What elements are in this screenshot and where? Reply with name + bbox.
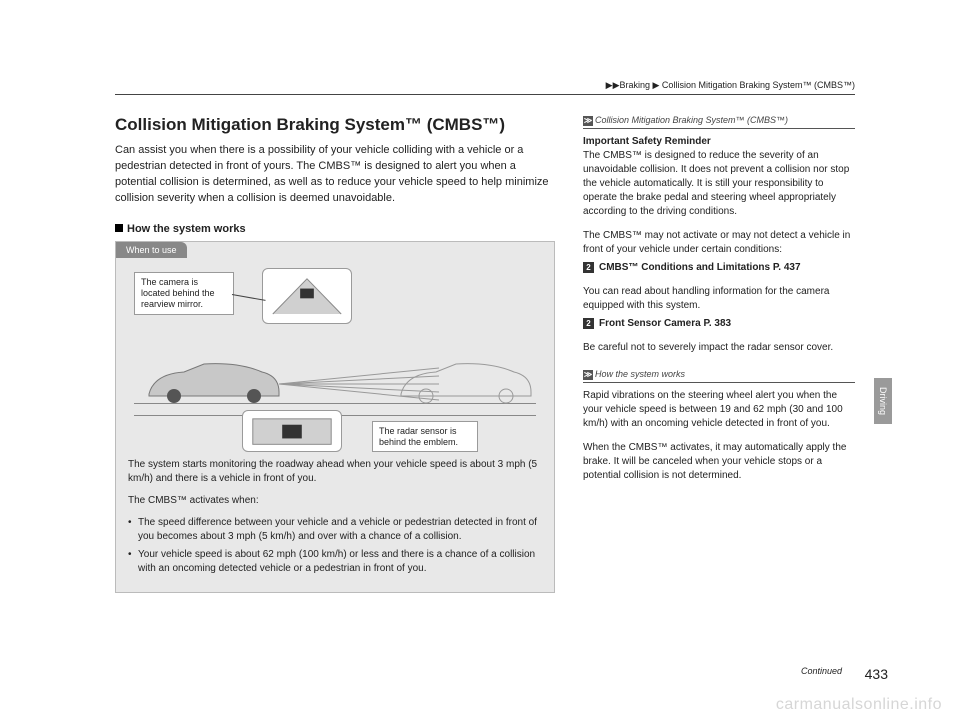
important-reminder-label: Important Safety Reminder (583, 136, 711, 147)
watermark: carmanualsonline.info (776, 696, 942, 714)
diagram: The camera is located behind the rearvie… (124, 266, 546, 446)
lead-line (232, 294, 266, 301)
side-head-1-label: Collision Mitigation Braking System™ (CM… (595, 115, 788, 125)
section-tab-driving: Driving (874, 378, 892, 424)
side1-p1: The CMBS™ is designed to reduce the seve… (583, 150, 849, 217)
when-to-use-box: When to use The camera is located behind… (115, 241, 555, 594)
side2-p2: When the CMBS™ activates, it may automat… (583, 441, 855, 483)
side-head-2-label: How the system works (595, 369, 685, 379)
square-bullet-icon (115, 224, 123, 232)
camera-popup-icon (262, 268, 352, 324)
side2-p1: Rapid vibrations on the steering wheel a… (583, 389, 855, 431)
gray-li2: Your vehicle speed is about 62 mph (100 … (128, 548, 542, 576)
ref-camera: Front Sensor Camera P. 383 (583, 317, 855, 331)
car-left-icon (144, 354, 284, 404)
continued-label: Continued (801, 666, 842, 676)
breadcrumb: ▶▶Braking ▶ Collision Mitigation Braking… (606, 80, 855, 91)
side-block-2: Rapid vibrations on the steering wheel a… (583, 389, 855, 483)
callout-camera: The camera is located behind the rearvie… (134, 272, 234, 314)
subhead-how-works: How the system works (115, 223, 555, 235)
header-rule (115, 94, 855, 95)
side1-p2: The CMBS™ may not activate or may not de… (583, 229, 855, 257)
page-title: Collision Mitigation Braking System™ (CM… (115, 115, 555, 135)
side1-p3: You can read about handling information … (583, 285, 855, 313)
side-block-1: Important Safety Reminder The CMBS™ is d… (583, 135, 855, 355)
gray-li1: The speed difference between your vehicl… (128, 516, 542, 544)
info-icon: ≫ (583, 370, 593, 380)
intro-paragraph: Can assist you when there is a possibili… (115, 143, 555, 207)
car-right-icon (396, 354, 536, 404)
side1-p4: Be careful not to severely impact the ra… (583, 341, 855, 355)
gray-box-text: The system starts monitoring the roadway… (116, 454, 554, 592)
gray-p1: The system starts monitoring the roadway… (128, 458, 542, 486)
ref-conditions: CMBS™ Conditions and Limitations P. 437 (583, 261, 855, 275)
subhead-label: How the system works (127, 223, 246, 235)
when-to-use-tab: When to use (116, 242, 187, 259)
callout-radar: The radar sensor is behind the emblem. (372, 421, 478, 453)
page-number: 433 (865, 666, 888, 682)
radar-popup-icon (242, 410, 342, 452)
side-head-1: ≫Collision Mitigation Braking System™ (C… (583, 115, 855, 129)
info-icon: ≫ (583, 116, 593, 126)
gray-p2: The CMBS™ activates when: (128, 494, 542, 508)
side-head-2: ≫How the system works (583, 369, 855, 383)
